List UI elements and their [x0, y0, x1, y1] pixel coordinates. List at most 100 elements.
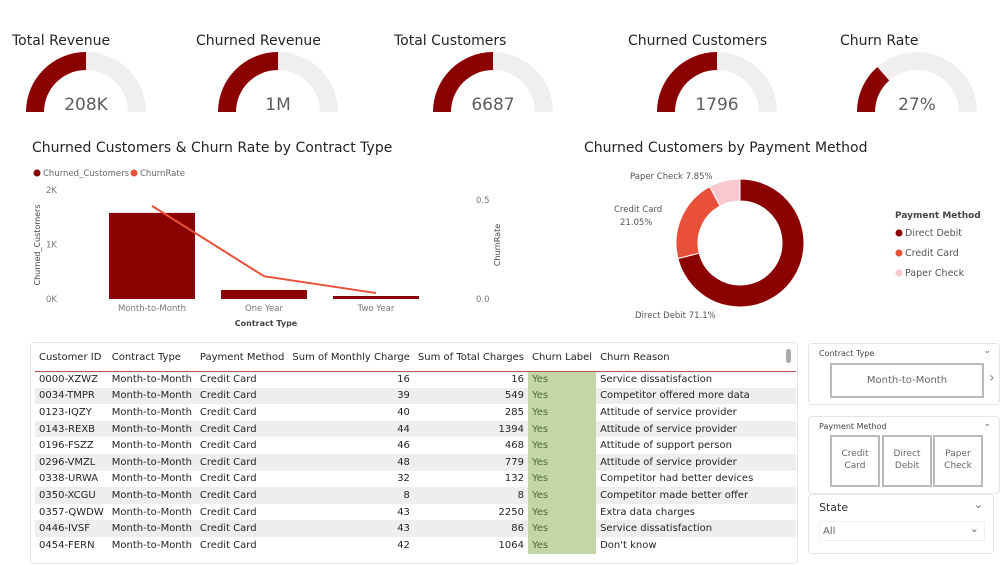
- table-cell: Month-to-Month: [111, 506, 192, 518]
- table-cell: Attitude of service provider: [600, 406, 737, 418]
- table-cell: Attitude of service provider: [596, 453, 797, 471]
- legend-label: Paper Check: [905, 268, 965, 279]
- table-cell: Yes: [527, 470, 597, 488]
- table-cell: 43: [397, 506, 410, 518]
- table-cell: Month-to-Month: [107, 453, 196, 471]
- table-cell: Credit Card: [199, 406, 257, 418]
- y2-tick: 0.5: [476, 196, 490, 206]
- y2-tick: 0.0: [476, 295, 490, 305]
- legend-marker: [895, 229, 903, 237]
- state-dropdown[interactable]: All ⌄: [819, 521, 985, 541]
- kpi-title: Churned Revenue: [196, 33, 321, 49]
- column-header[interactable]: Contract Type: [107, 345, 196, 372]
- kpi-gauge: 27%: [857, 52, 977, 114]
- table-cell: Credit Card: [199, 539, 257, 551]
- table-cell: Credit Card: [199, 440, 257, 452]
- table-cell: 16: [397, 374, 410, 386]
- bar-two-year: [333, 296, 419, 299]
- chevron-down-icon: ⌄: [969, 522, 979, 535]
- x-tick: One Year: [245, 304, 284, 314]
- table-cell: 132: [504, 473, 524, 485]
- donut-chart-title: Churned Customers by Payment Method: [584, 140, 868, 156]
- table-cell: Yes: [527, 387, 597, 405]
- slicer-option-paper-check[interactable]: Paper Check: [933, 435, 983, 487]
- table-cell: Service dissatisfaction: [596, 520, 797, 537]
- table-cell: 8: [288, 487, 414, 504]
- table-cell: 0196-FSZZ: [39, 440, 94, 452]
- gauge-track: [857, 52, 977, 112]
- table-cell: 16: [511, 374, 524, 386]
- table-row[interactable]: 0454-FERN Month-to-Month Credit Card 42 1064…: [35, 536, 796, 554]
- gauge-fill: [433, 52, 493, 112]
- table-cell: Month-to-Month: [111, 473, 192, 485]
- table-cell: 779: [413, 453, 528, 471]
- kpi-value: 27%: [898, 95, 936, 114]
- kpi-value: 1M: [265, 95, 290, 114]
- table-row[interactable]: 0143-REXB Month-to-Month Credit Card 44 1394…: [35, 420, 797, 438]
- table-cell: Yes: [527, 371, 597, 388]
- y2-axis-label: ChurnRate: [493, 224, 502, 266]
- table-cell: Credit Card: [195, 453, 289, 471]
- slice-label: Direct Debit 71.1%: [635, 311, 716, 321]
- table-cell: 0338-URWA: [39, 473, 99, 485]
- table-row[interactable]: 0338-URWA Month-to-Month Credit Card 32 132 Y…: [35, 470, 796, 488]
- kpi-title: Total Revenue: [12, 33, 111, 49]
- table-scrollbar[interactable]: [786, 349, 791, 363]
- table-cell: 285: [504, 406, 524, 418]
- slicer-option-direct-debit[interactable]: Direct Debit: [882, 435, 932, 487]
- column-header[interactable]: Sum of Monthly Charge: [288, 345, 414, 372]
- slicer-option-credit-card[interactable]: Credit Card: [830, 435, 880, 487]
- column-header[interactable]: Sum of Total Charges: [413, 345, 528, 372]
- legend-label: Direct Debit: [905, 228, 962, 239]
- table-cell: Service dissatisfaction: [600, 374, 713, 386]
- table-cell: Yes: [527, 503, 597, 521]
- table-cell: 86: [413, 520, 528, 537]
- table-cell: Month-to-Month: [107, 387, 196, 405]
- kpi-gauge: 6687: [433, 52, 553, 114]
- column-header[interactable]: Churn Label: [527, 345, 597, 372]
- slicer-option-month-to-month[interactable]: Month-to-Month: [830, 363, 984, 398]
- customer-table[interactable]: Customer ID Contract Type Payment Method Su…: [30, 342, 798, 564]
- table-row[interactable]: 0000-XZWZ Month-to-Month Credit Card 16 16 Ye…: [35, 371, 796, 388]
- table-cell: Attitude of support person: [600, 440, 732, 452]
- table-cell: Credit Card: [199, 506, 257, 518]
- column-header[interactable]: Payment Method: [195, 345, 289, 372]
- table-row[interactable]: 0357-QWDW Month-to-Month Credit Card 43 2250…: [35, 503, 796, 521]
- chevron-down-icon[interactable]: ⌄: [983, 346, 991, 356]
- chevron-down-icon[interactable]: ⌄: [983, 419, 991, 429]
- table-cell: Yes: [527, 437, 597, 454]
- table-row[interactable]: 0350-XCGU Month-to-Month Credit Card 8 8 Yes C…: [35, 487, 797, 504]
- column-header[interactable]: Churn Reason: [596, 345, 797, 372]
- table-cell: Month-to-Month: [107, 420, 196, 438]
- chevron-right-icon[interactable]: ›: [989, 370, 995, 386]
- kpi-value: 1796: [695, 95, 738, 114]
- table-cell: Credit Card: [199, 374, 257, 386]
- table-row[interactable]: 0446-IVSF Month-to-Month Credit Card 43 86 Ye…: [35, 520, 797, 537]
- y-axis-label: Churned_Customers: [33, 205, 42, 286]
- slicer-title: Contract Type: [819, 349, 875, 358]
- table-cell: 0454-FERN: [39, 539, 95, 551]
- table-cell: 32: [397, 473, 410, 485]
- table-cell: 0143-REXB: [35, 420, 108, 438]
- contract-type-slicer: Contract Type ⌄ Month-to-Month ›: [808, 343, 1000, 405]
- chevron-down-icon[interactable]: ⌄: [973, 498, 983, 511]
- kpi-title: Churned Customers: [628, 33, 768, 49]
- table-row[interactable]: 0034-TMPR Month-to-Month Credit Card 39 549 Y…: [35, 387, 797, 405]
- table-cell: Month-to-Month: [111, 440, 192, 452]
- y-tick: 2K: [46, 186, 57, 196]
- table-cell: 40: [397, 406, 410, 418]
- table-row[interactable]: 0296-VMZL Month-to-Month Credit Card 48 779 Y…: [35, 453, 797, 471]
- table-cell: 42: [397, 539, 410, 551]
- legend-marker: [895, 249, 903, 257]
- y-tick: 1K: [46, 241, 57, 251]
- table-cell: 0357-QWDW: [39, 506, 104, 518]
- table-cell: Month-to-Month: [111, 406, 192, 418]
- table-cell: Month-to-Month: [107, 520, 196, 537]
- table-cell: 0446-IVSF: [35, 520, 108, 537]
- table-row[interactable]: 0196-FSZZ Month-to-Month Credit Card 46 468 Y…: [35, 437, 796, 454]
- legend-label: Credit Card: [905, 248, 959, 259]
- legend-marker: [33, 169, 41, 177]
- table-cell: Month-to-Month: [111, 374, 192, 386]
- column-header[interactable]: Customer ID: [35, 345, 108, 372]
- table-row[interactable]: 0123-IQZY Month-to-Month Credit Card 40 285 Y…: [35, 404, 796, 421]
